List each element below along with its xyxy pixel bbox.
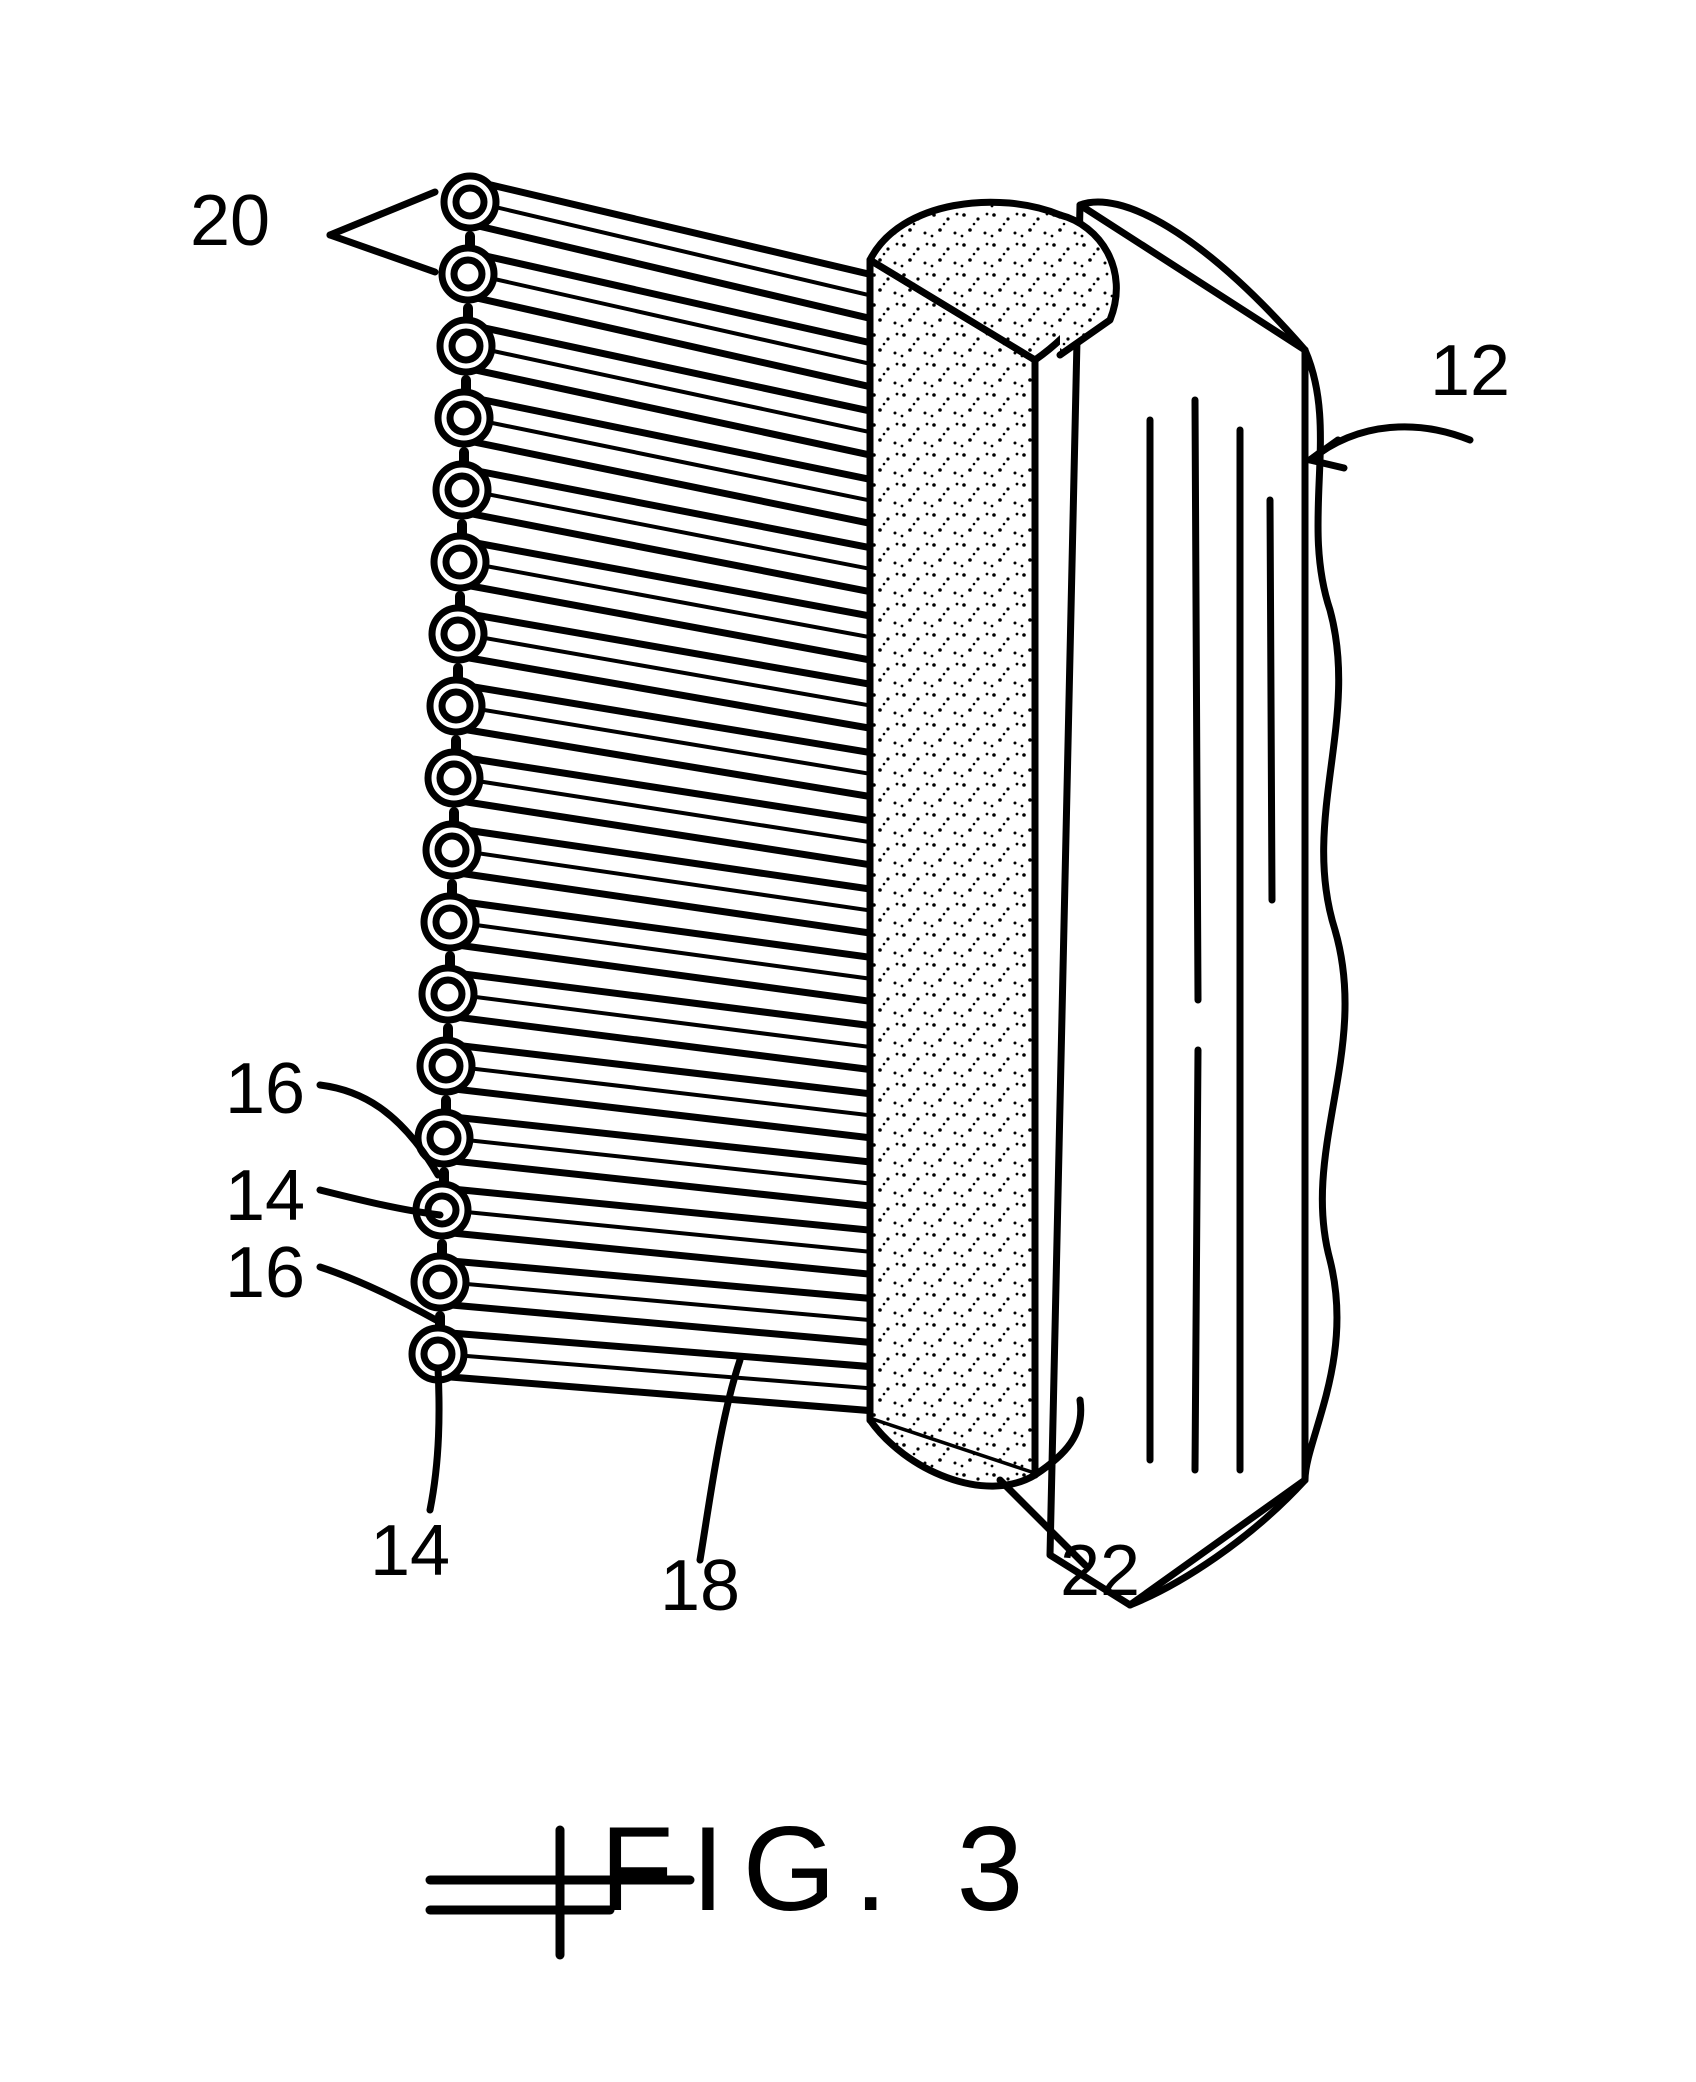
ref-label-20: 20 (190, 180, 270, 262)
ref-label-14a: 14 (225, 1155, 305, 1237)
ref-label-12: 12 (1430, 330, 1510, 412)
ref-label-16b: 16 (225, 1232, 305, 1314)
figure-caption: FIG. 3 (600, 1800, 1041, 1938)
ref-label-14b: 14 (370, 1510, 450, 1592)
ref-label-18: 18 (660, 1545, 740, 1627)
ref-label-22: 22 (1060, 1530, 1140, 1612)
ref-label-16a: 16 (225, 1048, 305, 1130)
